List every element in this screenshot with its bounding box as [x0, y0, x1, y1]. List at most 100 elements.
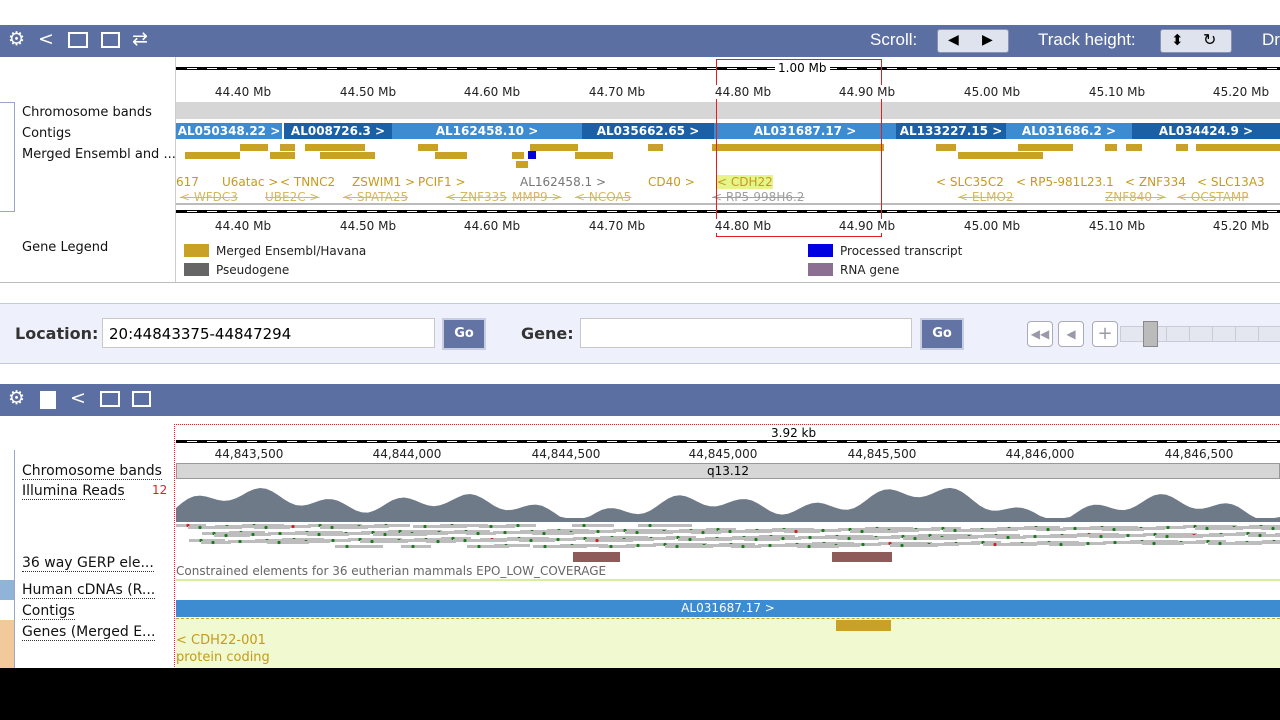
gene-block[interactable]	[435, 152, 467, 159]
selection-box[interactable]	[716, 59, 882, 237]
read	[334, 532, 370, 535]
contig[interactable]: AL162458.10 >	[392, 123, 582, 139]
gene-block[interactable]	[648, 144, 663, 151]
gene-label[interactable]: < SLC13A3	[1197, 175, 1265, 189]
contig[interactable]: AL031687.17 >	[714, 123, 896, 139]
gene-label[interactable]: < TNNC2	[280, 175, 336, 189]
go-button[interactable]: Go	[442, 318, 486, 350]
gene-label[interactable]: < SLC35C2	[936, 175, 1004, 189]
gene-label[interactable]: ZSWIM1 >	[352, 175, 416, 189]
gene-label[interactable]: < ZNF334	[1125, 175, 1186, 189]
gene-label[interactable]: < ELMO2	[958, 190, 1014, 204]
gene-label[interactable]: < RP5-998H6.2	[712, 190, 805, 204]
tick-label: 44,844,500	[531, 447, 601, 461]
gene-block[interactable]	[936, 144, 956, 151]
transcript-name[interactable]: < CDH22-001	[176, 633, 266, 648]
gene-label[interactable]: < OCSTAMP	[1177, 190, 1249, 204]
mismatch	[211, 540, 215, 545]
gene-label[interactable]: CD40 >	[648, 175, 695, 189]
gene-label[interactable]: U6atac >	[222, 175, 279, 189]
contig[interactable]: AL035662.65 >	[582, 123, 714, 139]
zoom-slider[interactable]	[1120, 326, 1280, 342]
slider-handle[interactable]	[1143, 321, 1158, 347]
gene-label[interactable]: AL162458.1 >	[520, 175, 607, 189]
contig[interactable]: AL008726.3 >	[284, 123, 392, 139]
gene-block[interactable]	[320, 152, 375, 159]
gene-block[interactable]	[185, 152, 240, 159]
read	[943, 529, 997, 532]
gene-block[interactable]	[512, 152, 524, 159]
read	[918, 534, 972, 537]
contig-bar[interactable]: AL031687.17 >	[176, 600, 1280, 617]
gene-block[interactable]	[575, 152, 613, 159]
gene-input[interactable]	[580, 318, 912, 348]
gene-label[interactable]: < WFDC3	[180, 190, 238, 204]
swap-icon[interactable]: ⇄	[132, 28, 148, 50]
read	[1155, 535, 1203, 538]
gene-block[interactable]	[712, 144, 884, 151]
settings-icon[interactable]: ⚙	[8, 28, 26, 50]
processed-transcript-block[interactable]	[528, 151, 536, 159]
contig[interactable]: AL031686.2 >	[1006, 123, 1132, 139]
resize-icon[interactable]	[100, 391, 120, 407]
read	[360, 540, 408, 543]
gene-block[interactable]	[418, 144, 438, 151]
gene-label[interactable]: < RP5-981L23.1	[1016, 175, 1114, 189]
gene-block[interactable]	[516, 161, 528, 168]
gene-block[interactable]	[1105, 144, 1117, 151]
gene-block[interactable]	[305, 144, 365, 151]
gene-block[interactable]	[1176, 144, 1188, 151]
gene-block[interactable]	[958, 152, 1043, 159]
read	[903, 537, 957, 540]
expand-icon[interactable]: ⬍	[1171, 31, 1184, 49]
constrained-element[interactable]	[573, 552, 620, 562]
track-handle-cdna	[0, 580, 14, 600]
gene-block[interactable]	[530, 144, 578, 151]
zoom-left[interactable]: ◀	[1058, 321, 1084, 347]
legend-swatch	[184, 263, 209, 276]
gene-label[interactable]: ZNF840 >	[1105, 190, 1166, 204]
gene-block[interactable]	[1126, 144, 1142, 151]
image-icon[interactable]	[132, 391, 151, 407]
read	[573, 537, 627, 540]
gene-block[interactable]	[1018, 144, 1073, 151]
track-height-buttons[interactable]: ⬍ ↻	[1160, 29, 1232, 53]
read	[1248, 534, 1280, 537]
zoom-in[interactable]: +	[1092, 321, 1118, 347]
gene-label[interactable]: UBE2C >	[265, 190, 320, 204]
gene-label[interactable]: < NCOA5	[575, 190, 632, 204]
export-icon[interactable]	[40, 391, 56, 409]
image-icon[interactable]	[101, 32, 120, 48]
contig[interactable]: AL133227.15 >	[896, 123, 1006, 139]
gene-label[interactable]: < SPATA25	[343, 190, 409, 204]
gene-block[interactable]	[240, 144, 268, 151]
gene-label[interactable]: < ZNF335	[446, 190, 507, 204]
read	[401, 545, 431, 548]
gene-block[interactable]	[1196, 144, 1280, 151]
left-arrow[interactable]: ◀	[948, 32, 959, 48]
right-arrow[interactable]: ▶	[982, 32, 993, 48]
resize-icon[interactable]	[68, 32, 88, 48]
gene-label[interactable]: PCIF1 >	[418, 175, 466, 189]
constrained-element[interactable]	[832, 552, 892, 562]
mismatch	[900, 543, 904, 548]
gene-go-button[interactable]: Go	[920, 318, 964, 350]
gene-block[interactable]	[270, 152, 295, 159]
gene-label-highlighted[interactable]: < CDH22	[717, 175, 773, 189]
share-icon[interactable]: <	[70, 387, 86, 409]
zoom-far-left[interactable]: ◀◀	[1027, 321, 1053, 347]
scroll-buttons[interactable]: ◀ ▶	[937, 29, 1009, 53]
gene-label[interactable]: 617	[176, 175, 199, 189]
contig[interactable]: AL050348.22 >	[176, 123, 282, 139]
tick-label: 44,846,500	[1164, 447, 1234, 461]
contig[interactable]: AL034424.9 >	[1132, 123, 1280, 139]
reset-icon[interactable]: ↻	[1203, 30, 1217, 49]
gene-block[interactable]	[280, 144, 295, 151]
share-icon[interactable]: <	[38, 28, 54, 50]
gene-exon[interactable]	[836, 620, 891, 631]
gene-label[interactable]: MMP9 >	[512, 190, 562, 204]
read	[1236, 532, 1266, 535]
location-input[interactable]: 20:44843375-44847294	[102, 318, 435, 348]
read	[1129, 527, 1165, 530]
settings-icon[interactable]: ⚙	[8, 387, 26, 409]
